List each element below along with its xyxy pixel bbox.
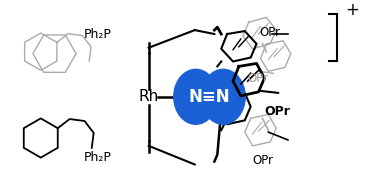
Text: OPr: OPr [247, 72, 268, 85]
Text: OPr: OPr [252, 154, 273, 167]
Ellipse shape [174, 69, 218, 124]
Text: OPr: OPr [265, 105, 291, 118]
Text: N≡N: N≡N [189, 88, 230, 106]
Text: Ph₂P: Ph₂P [84, 151, 111, 164]
Text: Rh: Rh [139, 89, 159, 104]
Text: +: + [345, 2, 359, 19]
Ellipse shape [201, 69, 245, 124]
Text: Ph₂P: Ph₂P [84, 28, 111, 40]
Text: OPr: OPr [260, 26, 280, 39]
